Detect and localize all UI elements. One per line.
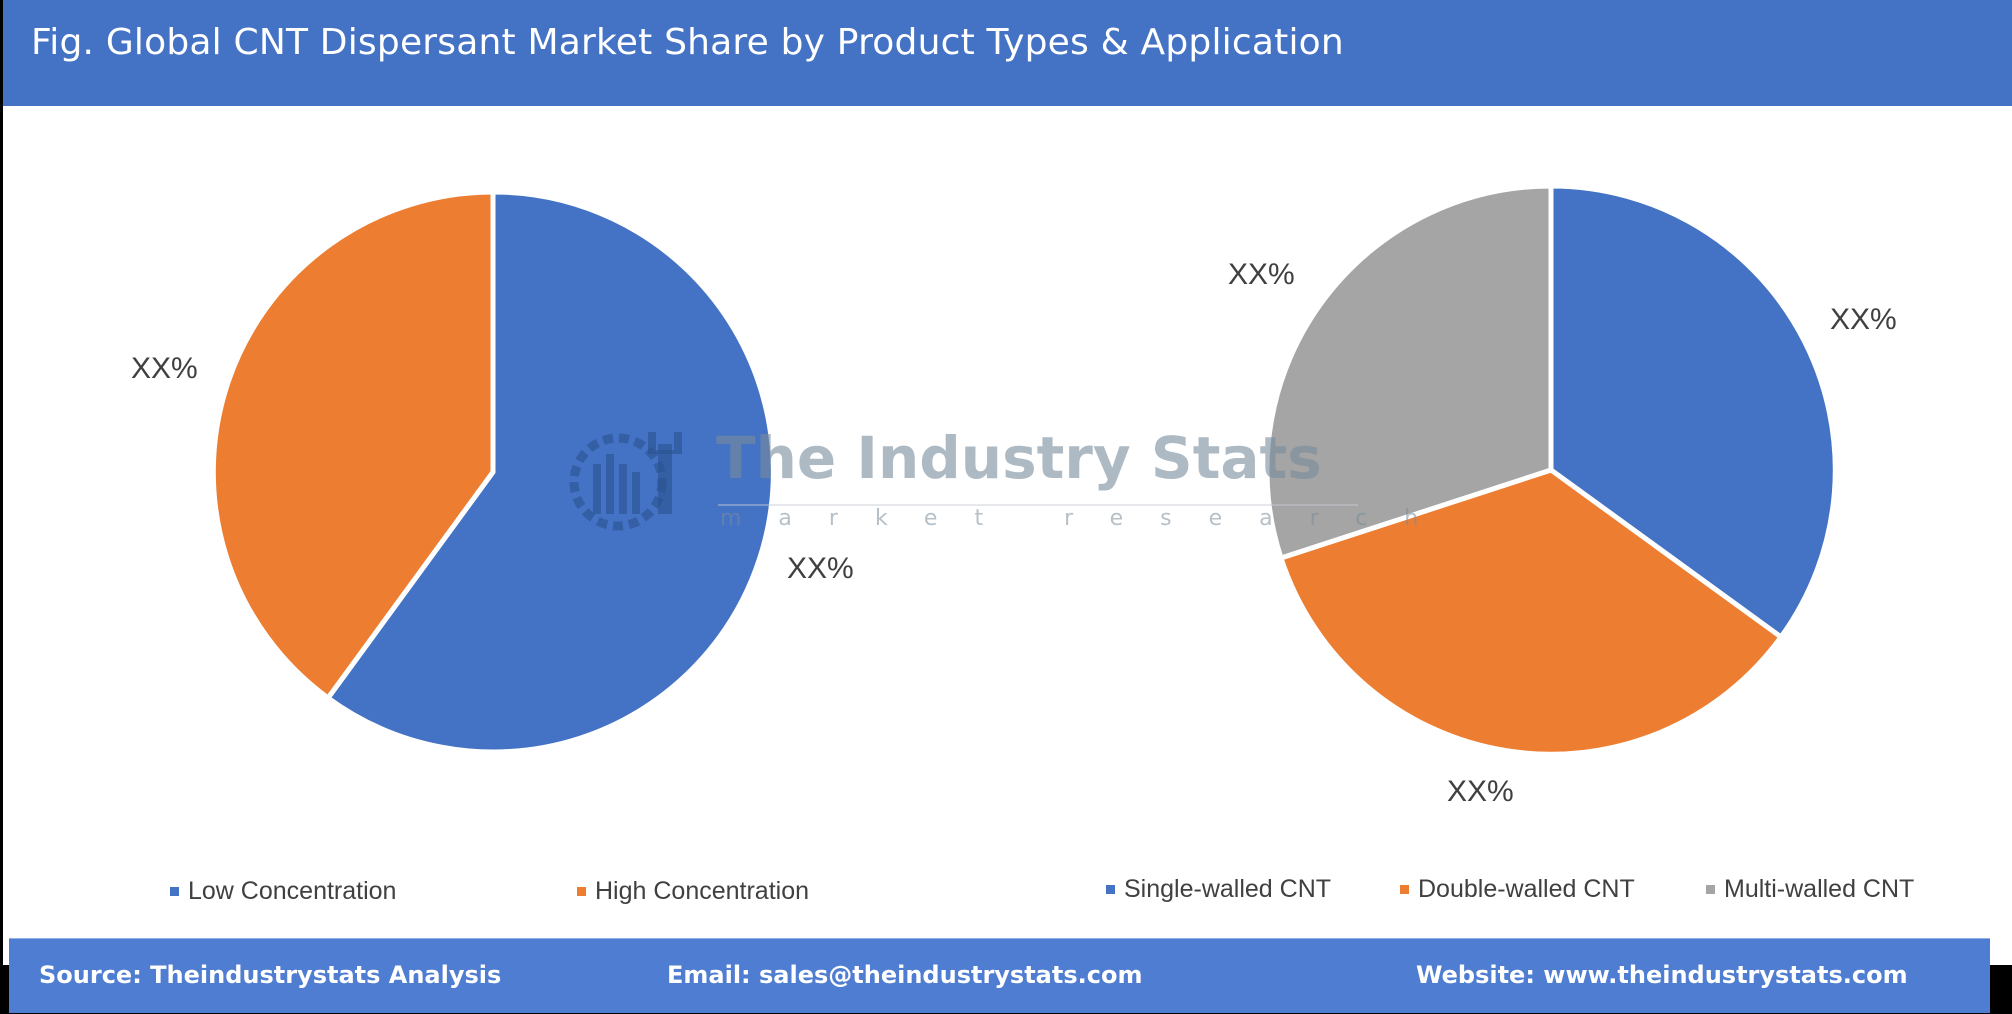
pie-slice-double-walled — [1278, 467, 1784, 757]
legend-item-single-walled: Single-walled CNT — [1106, 875, 1331, 904]
legend-swatch-orange — [577, 887, 586, 896]
data-label-multi-walled: XX% — [1228, 258, 1295, 291]
right-pie — [1264, 183, 1838, 757]
legend-item-low-concentration: Low Concentration — [170, 877, 396, 906]
legend-label: Double-walled CNT — [1418, 875, 1635, 903]
pie-slice-low-concentration — [325, 189, 776, 755]
legend-swatch-blue — [170, 887, 179, 896]
footer-email[interactable]: Email: sales@theindustrystats.com — [667, 961, 1143, 989]
legend-swatch-grey — [1706, 885, 1715, 894]
legend-label: Low Concentration — [188, 877, 397, 905]
left-pie — [210, 189, 776, 755]
footer-bar: Source: Theindustrystats Analysis Email:… — [9, 938, 1990, 1013]
pie-slice-multi-walled — [1264, 183, 1554, 561]
footer-source: Source: Theindustrystats Analysis — [39, 961, 502, 989]
data-label-double-walled: XX% — [1447, 775, 1514, 808]
chart-title: Fig. Global CNT Dispersant Market Share … — [31, 22, 1344, 63]
title-bar: Fig. Global CNT Dispersant Market Share … — [3, 0, 2012, 106]
legend-swatch-orange — [1400, 885, 1409, 894]
legend-label: Multi-walled CNT — [1724, 875, 1915, 903]
pie-slice-high-concentration — [210, 189, 496, 701]
legend-item-multi-walled: Multi-walled CNT — [1706, 875, 1914, 904]
legend-item-high-concentration: High Concentration — [577, 877, 809, 906]
footer-website[interactable]: Website: www.theindustrystats.com — [1416, 961, 1908, 989]
legend-label: Single-walled CNT — [1124, 875, 1332, 903]
legend-swatch-blue — [1106, 885, 1115, 894]
data-label-high-concentration: XX% — [131, 352, 198, 385]
legend-label: High Concentration — [595, 877, 810, 905]
data-label-single-walled: XX% — [1830, 303, 1897, 336]
pie-slice-single-walled — [1548, 183, 1838, 640]
legend-item-double-walled: Double-walled CNT — [1400, 875, 1635, 904]
data-label-low-concentration: XX% — [787, 552, 854, 585]
